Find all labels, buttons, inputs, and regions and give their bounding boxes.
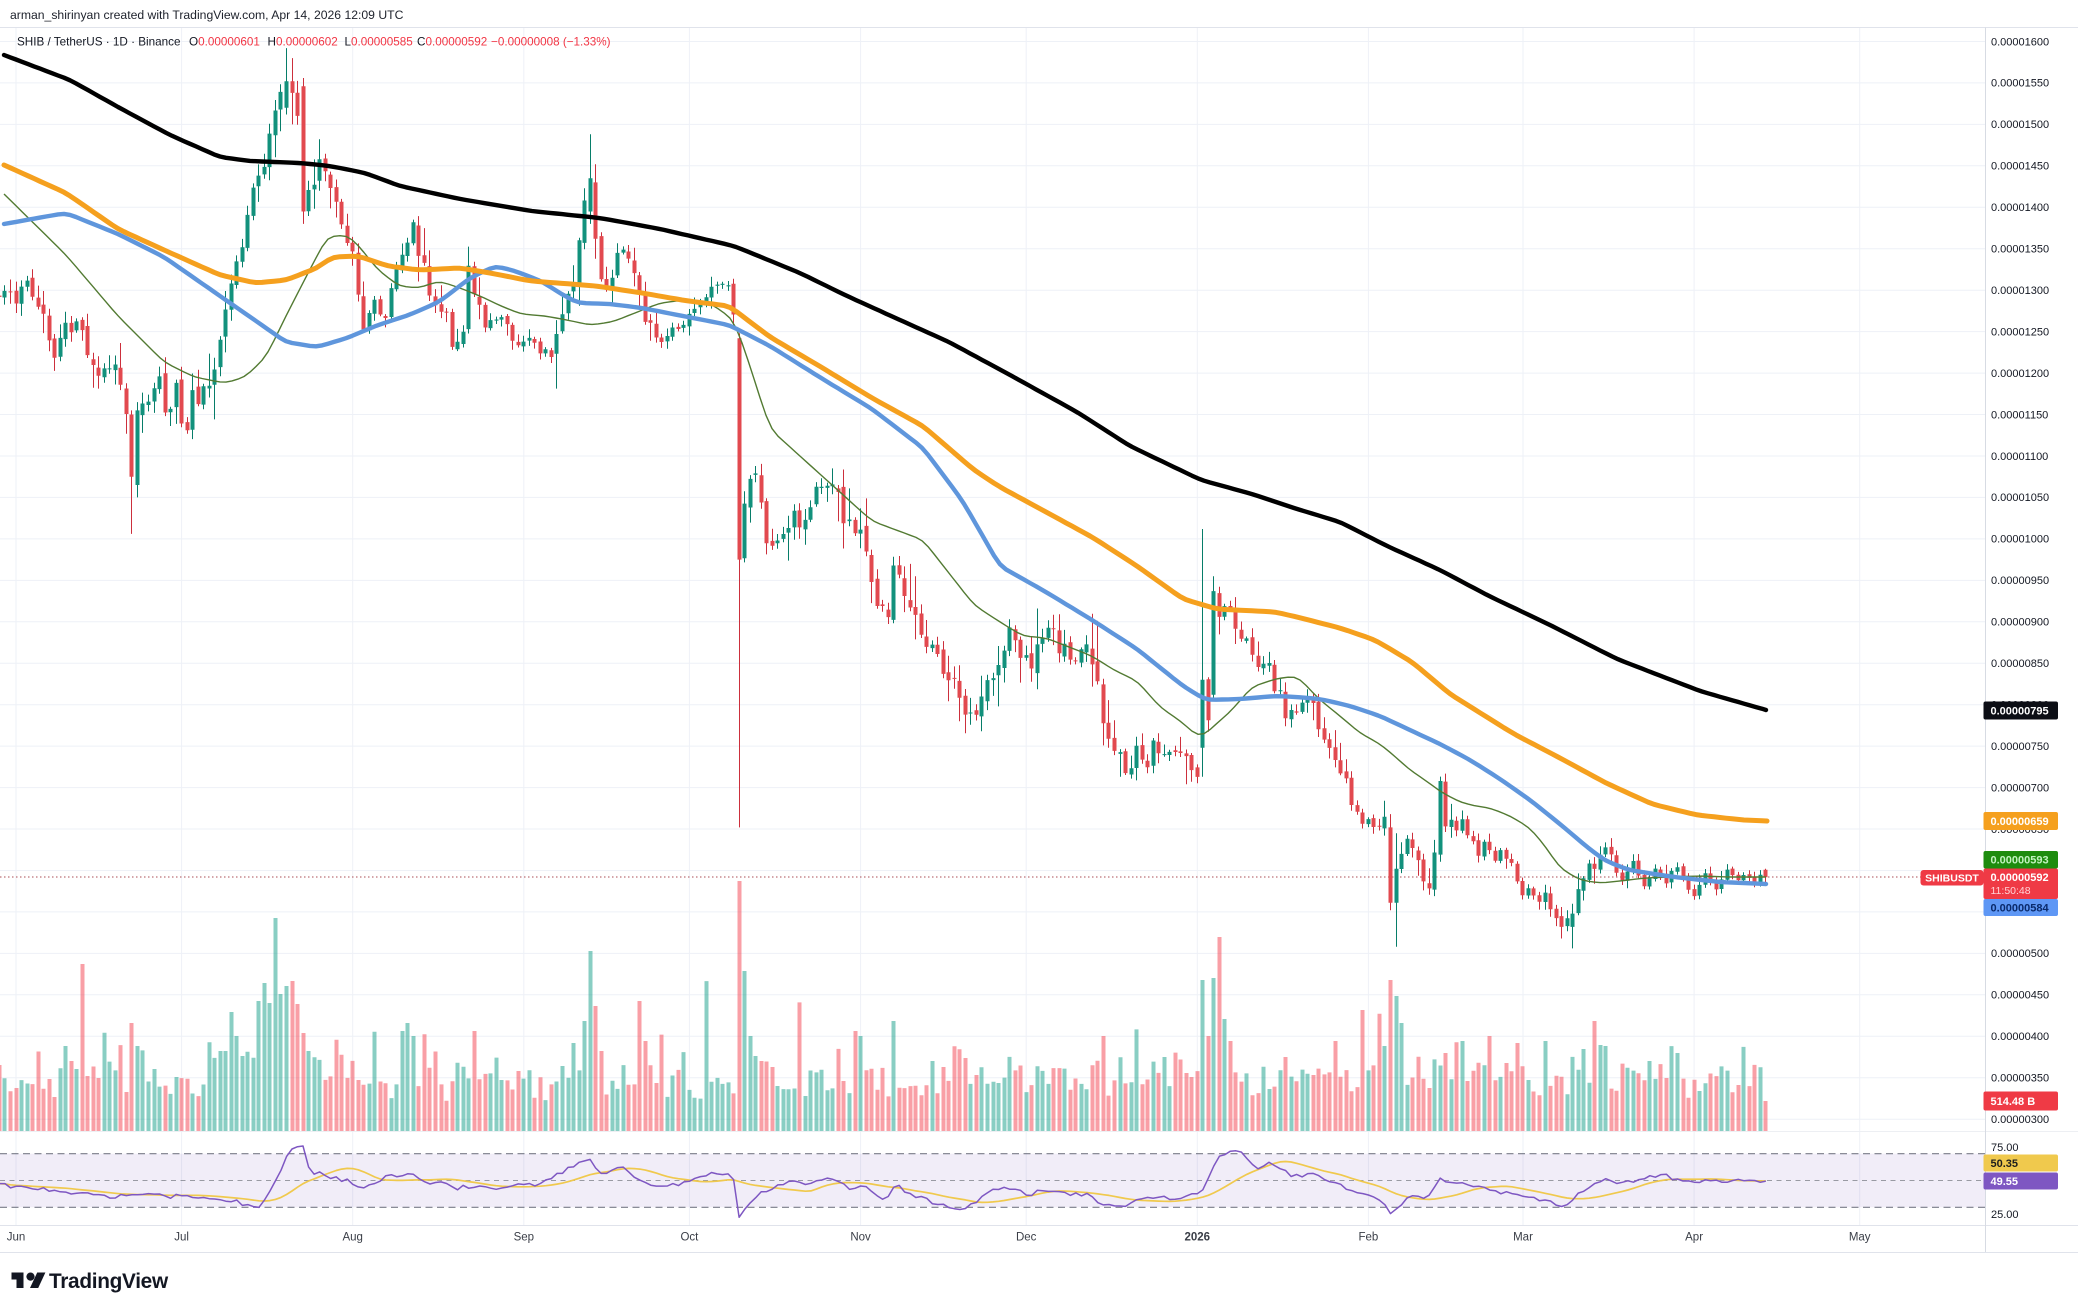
svg-text:0.00001350: 0.00001350 (1991, 244, 2049, 256)
svg-text:0.00001050: 0.00001050 (1991, 492, 2049, 504)
svg-text:0.00000900: 0.00000900 (1991, 617, 2049, 629)
svg-text:Jun: Jun (7, 1232, 26, 1244)
svg-text:50.35: 50.35 (1991, 1158, 2019, 1170)
svg-text:Dec: Dec (1016, 1232, 1037, 1244)
svg-text:0.00000700: 0.00000700 (1991, 782, 2049, 794)
svg-text:0.00001100: 0.00001100 (1991, 451, 2048, 463)
svg-text:514.48 B: 514.48 B (1991, 1096, 2036, 1108)
svg-text:0.00000450: 0.00000450 (1991, 990, 2049, 1002)
svg-text:0.00000593: 0.00000593 (1991, 855, 2049, 867)
svg-text:Jul: Jul (174, 1232, 189, 1244)
svg-text:0.00001450: 0.00001450 (1991, 161, 2049, 173)
svg-text:Sep: Sep (514, 1232, 534, 1244)
svg-text:SHIBUSDT: SHIBUSDT (1925, 873, 1979, 885)
svg-text:0.00000850: 0.00000850 (1991, 658, 2049, 670)
svg-text:0.00000350: 0.00000350 (1991, 1073, 2049, 1085)
svg-text:0.00000500: 0.00000500 (1991, 948, 2049, 960)
svg-text:May: May (1849, 1232, 1871, 1244)
svg-text:0.00000300: 0.00000300 (1991, 1114, 2049, 1126)
svg-text:−0.00000008 (−1.33%): −0.00000008 (−1.33%) (491, 36, 611, 49)
svg-text:2026: 2026 (1185, 1232, 1211, 1244)
svg-text:0.00000400: 0.00000400 (1991, 1031, 2049, 1043)
svg-text:25.00: 25.00 (1991, 1209, 2019, 1221)
svg-text:Nov: Nov (850, 1232, 871, 1244)
svg-text:75.00: 75.00 (1991, 1142, 2019, 1154)
svg-text:0.00001600: 0.00001600 (1991, 36, 2049, 48)
svg-text:0.00001550: 0.00001550 (1991, 78, 2049, 90)
svg-text:0.00000950: 0.00000950 (1991, 575, 2049, 587)
svg-text:Aug: Aug (342, 1232, 362, 1244)
svg-text:49.55: 49.55 (1991, 1176, 2019, 1188)
svg-text:0.00000750: 0.00000750 (1991, 741, 2049, 753)
svg-text:0.00001200: 0.00001200 (1991, 368, 2049, 380)
svg-text:0.00001000: 0.00001000 (1991, 534, 2049, 546)
svg-text:C0.00000592: C0.00000592 (417, 36, 487, 49)
svg-text:11:50:48: 11:50:48 (1991, 885, 2031, 897)
svg-text:0.00001300: 0.00001300 (1991, 285, 2049, 297)
svg-text:TradingView: TradingView (49, 1270, 169, 1293)
svg-text:L0.00000585: L0.00000585 (345, 36, 414, 49)
svg-text:0.00000659: 0.00000659 (1991, 816, 2049, 828)
svg-text:O0.00000601: O0.00000601 (189, 36, 260, 49)
svg-text:arman_shirinyan created with T: arman_shirinyan created with TradingView… (10, 8, 404, 22)
svg-text:0.00001400: 0.00001400 (1991, 202, 2049, 214)
svg-text:H0.00000602: H0.00000602 (268, 36, 338, 49)
svg-text:0.00001500: 0.00001500 (1991, 119, 2049, 131)
svg-text:0.00000592: 0.00000592 (1991, 872, 2049, 884)
svg-text:0.00000795: 0.00000795 (1991, 705, 2049, 717)
svg-text:SHIB / TetherUS · 1D · Binance: SHIB / TetherUS · 1D · Binance (17, 36, 180, 49)
svg-text:Feb: Feb (1358, 1232, 1378, 1244)
svg-text:0.00001250: 0.00001250 (1991, 326, 2049, 338)
svg-text:Oct: Oct (680, 1232, 699, 1244)
svg-text:Mar: Mar (1513, 1232, 1533, 1244)
svg-text:Apr: Apr (1685, 1232, 1703, 1244)
svg-text:0.00001150: 0.00001150 (1991, 409, 2048, 421)
svg-text:0.00000584: 0.00000584 (1991, 902, 2050, 914)
